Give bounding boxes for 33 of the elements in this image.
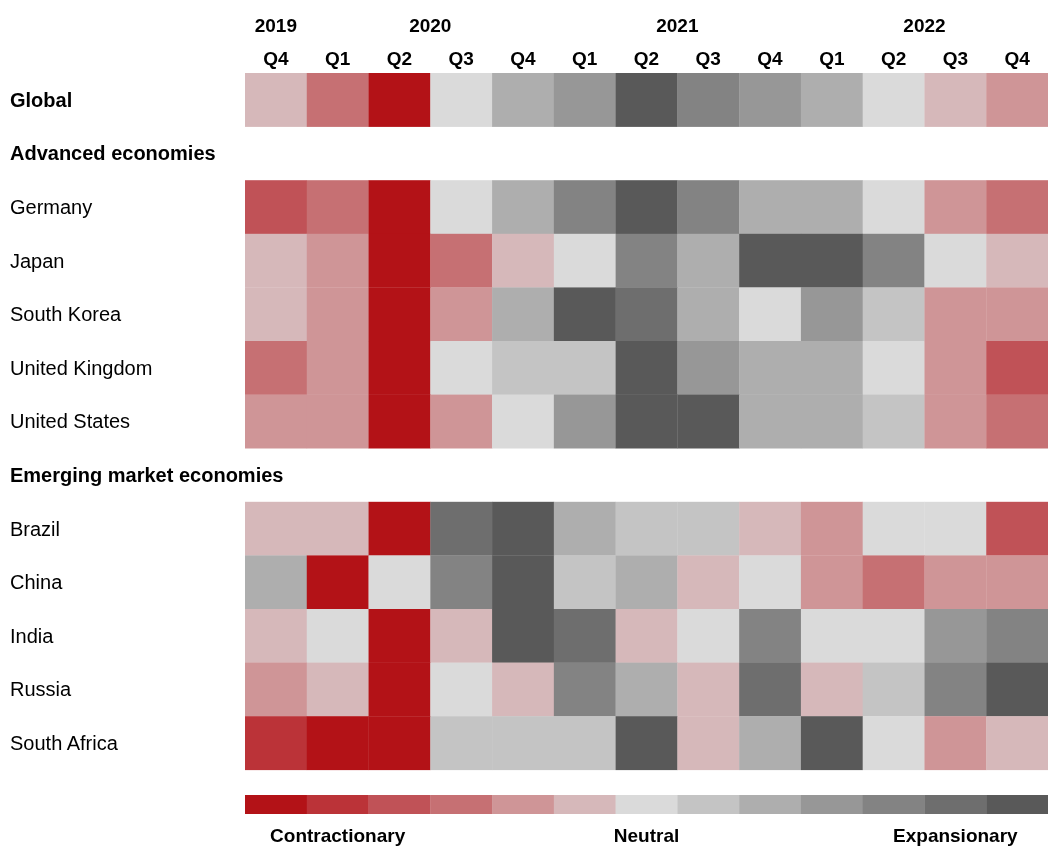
y-tick-label: United States (10, 410, 131, 433)
y-tick-label: United Kingdom (10, 356, 153, 379)
x-tick-label: Q4 (263, 48, 289, 69)
text: 2020 (409, 15, 452, 36)
color-bar-label: Contractionary (270, 825, 406, 846)
x-tick-label: Q1 (819, 48, 845, 69)
text: 2022 (903, 15, 946, 36)
y-tick-label: Russia (10, 678, 73, 701)
x-tick-label: Q1 (572, 48, 598, 69)
text: 2019 (254, 15, 298, 36)
y-tick-label: Germany (10, 196, 93, 218)
x-tick-label: Q4 (1004, 48, 1031, 69)
x-tick-label: Q3 (448, 48, 474, 69)
x-tick-label: Q2 (880, 48, 907, 69)
y-tick-label: Global (10, 88, 73, 111)
color-bar-label: Expansionary (893, 825, 1019, 846)
y-tick-label: India (10, 624, 55, 647)
y-tick-label: Emerging market economies (10, 464, 284, 486)
y-tick-label: Brazil (10, 517, 61, 540)
x-tick-label: Q1 (324, 48, 351, 69)
x-tick-label: Q3 (942, 48, 969, 69)
x-tick-label: Q2 (633, 48, 660, 69)
y-tick-label: South Africa (10, 732, 119, 754)
text: 2021 (656, 15, 699, 36)
x-tick-label: Q3 (695, 48, 721, 69)
x-tick-label: Q4 (510, 48, 537, 69)
x-tick-label: Q2 (386, 48, 413, 69)
x-tick-label: Q4 (757, 48, 784, 69)
y-tick-label: China (10, 571, 64, 594)
y-tick-label: Japan (10, 249, 65, 272)
color-bar-label: Neutral (613, 825, 680, 846)
y-tick-label: Advanced economies (10, 142, 216, 165)
y-tick-label: South Korea (10, 303, 123, 326)
